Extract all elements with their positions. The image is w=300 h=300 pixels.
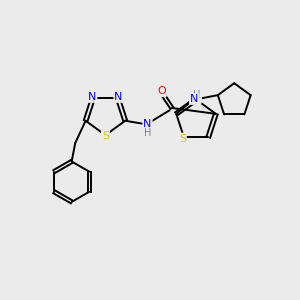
Text: H: H [144, 128, 151, 138]
Text: N: N [190, 94, 198, 104]
Text: N: N [143, 119, 152, 129]
Text: N: N [88, 92, 97, 102]
Text: N: N [193, 93, 201, 103]
Text: H: H [194, 90, 201, 100]
Text: S: S [102, 131, 109, 141]
Text: S: S [179, 134, 186, 144]
Text: O: O [157, 86, 166, 96]
Text: N: N [114, 92, 123, 102]
